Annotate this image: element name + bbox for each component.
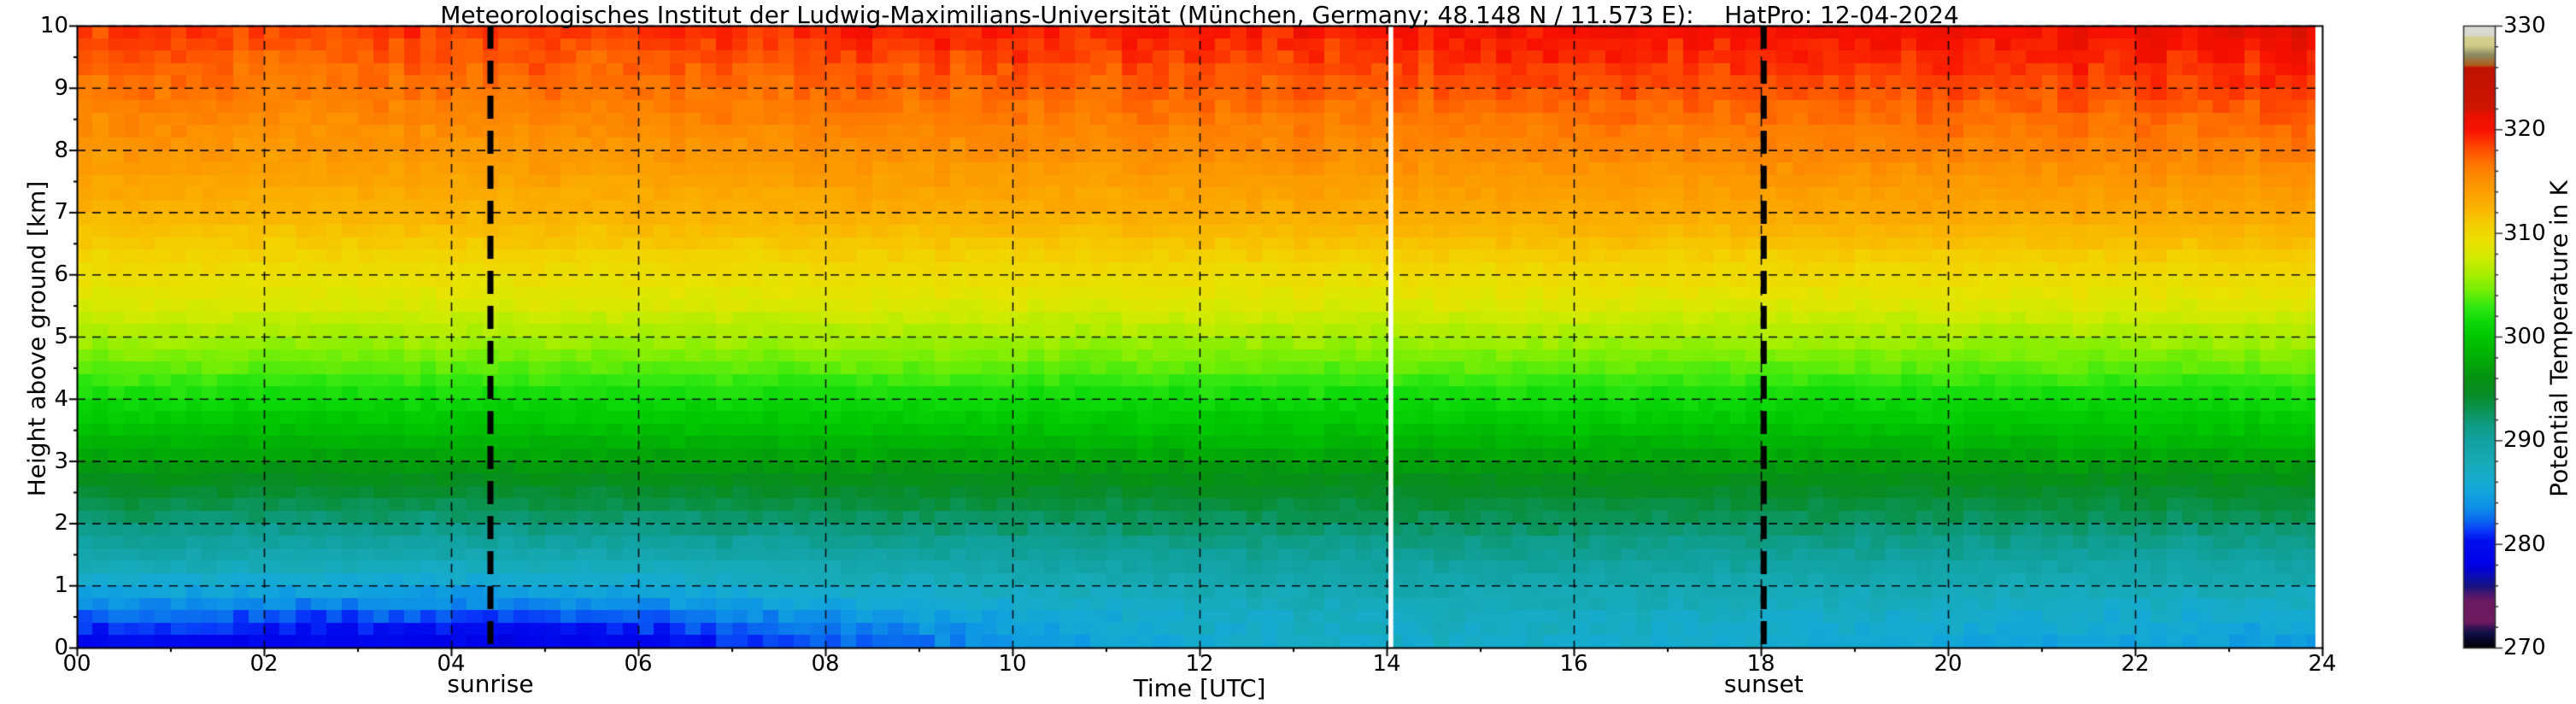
colorbar-tick-label: 320 (2503, 116, 2546, 143)
y-tick-label: 8 (54, 137, 68, 163)
y-tick-label: 2 (54, 510, 68, 537)
x-tick-label: 18 (1746, 651, 1775, 677)
x-tick-label: 24 (2308, 651, 2337, 677)
sunrise-annotation: sunrise (447, 670, 534, 698)
colorbar-tick-label: 300 (2503, 324, 2546, 349)
y-tick-label: 10 (39, 13, 68, 38)
y-tick-label: 0 (54, 635, 68, 660)
x-tick-label: 20 (1933, 651, 1963, 677)
y-tick-label: 9 (54, 74, 68, 101)
y-tick-label: 1 (54, 572, 68, 599)
x-tick-label: 12 (1185, 651, 1214, 677)
x-axis-label: Time [UTC] (1133, 674, 1266, 702)
x-tick-label: 10 (998, 651, 1027, 677)
y-tick-label: 7 (54, 199, 68, 226)
x-tick-label: 22 (2121, 651, 2150, 677)
y-tick-label: 3 (54, 448, 68, 474)
x-tick-label: 16 (1559, 651, 1588, 677)
colorbar-tick-label: 270 (2503, 635, 2546, 660)
x-tick-label: 08 (811, 651, 840, 677)
x-tick-label: 00 (62, 651, 91, 677)
x-tick-label: 06 (624, 651, 653, 677)
x-tick-label: 02 (249, 651, 279, 677)
y-tick-label: 5 (54, 324, 68, 349)
plot-title: Meteorologisches Institut der Ludwig-Max… (440, 1, 1959, 29)
sunset-annotation: sunset (1723, 670, 1804, 698)
y-tick-label: 6 (54, 261, 68, 288)
colorbar-tick-label: 280 (2503, 531, 2546, 557)
x-tick-label: 04 (437, 651, 466, 677)
colorbar-tick-label: 310 (2503, 220, 2546, 246)
y-tick-label: 4 (54, 385, 68, 412)
colorbar-tick-label: 290 (2503, 427, 2546, 454)
colorbar-tick-label: 330 (2503, 13, 2546, 38)
x-tick-label: 14 (1372, 651, 1401, 677)
